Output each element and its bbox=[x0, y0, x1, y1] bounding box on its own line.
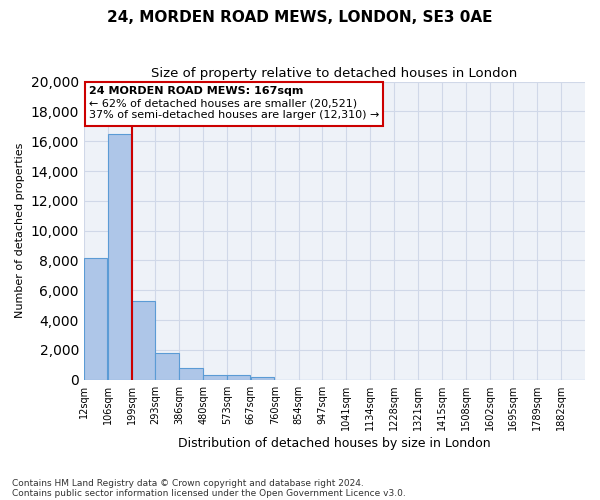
Bar bbox=[84, 258, 107, 380]
Bar bbox=[179, 368, 203, 380]
Text: Contains HM Land Registry data © Crown copyright and database right 2024.: Contains HM Land Registry data © Crown c… bbox=[12, 478, 364, 488]
Bar bbox=[155, 353, 179, 380]
Bar bbox=[251, 376, 274, 380]
X-axis label: Distribution of detached houses by size in London: Distribution of detached houses by size … bbox=[178, 437, 491, 450]
Bar bbox=[131, 300, 155, 380]
Title: Size of property relative to detached houses in London: Size of property relative to detached ho… bbox=[151, 68, 518, 80]
Bar bbox=[203, 375, 227, 380]
Text: 24, MORDEN ROAD MEWS, LONDON, SE3 0AE: 24, MORDEN ROAD MEWS, LONDON, SE3 0AE bbox=[107, 10, 493, 25]
Text: 37% of semi-detached houses are larger (12,310) →: 37% of semi-detached houses are larger (… bbox=[89, 110, 379, 120]
Y-axis label: Number of detached properties: Number of detached properties bbox=[15, 143, 25, 318]
Text: 24 MORDEN ROAD MEWS: 167sqm: 24 MORDEN ROAD MEWS: 167sqm bbox=[89, 86, 303, 96]
Text: ← 62% of detached houses are smaller (20,521): ← 62% of detached houses are smaller (20… bbox=[89, 98, 357, 108]
Bar bbox=[227, 375, 250, 380]
Bar bbox=[107, 134, 131, 380]
FancyBboxPatch shape bbox=[85, 82, 383, 126]
Text: Contains public sector information licensed under the Open Government Licence v3: Contains public sector information licen… bbox=[12, 488, 406, 498]
